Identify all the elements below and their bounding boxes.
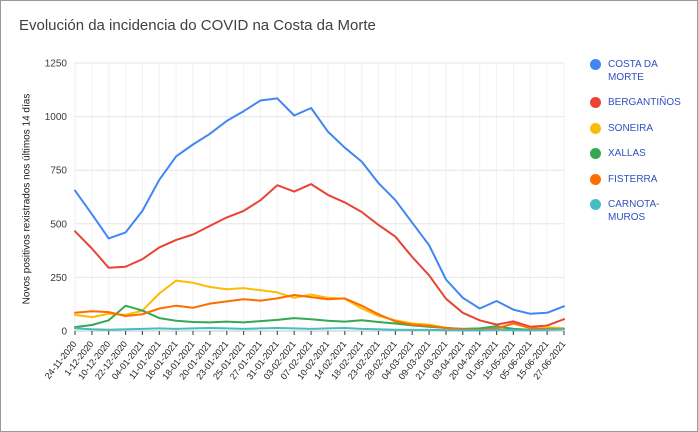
legend-item: BERGANTIÑOS [590, 97, 694, 110]
legend-label: SONEIRA [608, 122, 654, 134]
legend-swatch-icon [590, 59, 601, 70]
legend-label: FISTERRA [608, 173, 658, 185]
legend-swatch-icon [590, 173, 601, 185]
svg-text:750: 750 [50, 166, 67, 177]
legend-label: BERGANTIÑOS [608, 97, 681, 108]
svg-text:1000: 1000 [45, 112, 68, 123]
svg-text:250: 250 [50, 273, 67, 284]
legend-item: COSTA DA MORTE [590, 59, 694, 84]
chart-legend: COSTA DA MORTE BERGANTIÑOS SONEIRA XALLAS FI… [590, 59, 694, 224]
chart-title: Evolución da incidencia do COVID na Cost… [19, 17, 376, 34]
svg-text:1250: 1250 [45, 59, 68, 70]
legend-swatch-icon [590, 97, 601, 108]
legend-swatch-icon [590, 148, 601, 159]
legend-item: FISTERRA [590, 173, 694, 187]
legend-swatch-icon [590, 199, 601, 210]
svg-text:500: 500 [50, 219, 67, 230]
legend-label: XALLAS [608, 148, 646, 159]
legend-item: SONEIRA [590, 122, 694, 136]
svg-text:0: 0 [61, 327, 67, 338]
legend-swatch-icon [590, 122, 601, 134]
legend-item: XALLAS [590, 148, 694, 161]
legend-item: CARNOTA-MUROS [590, 199, 694, 224]
legend-label: CARNOTA-MUROS [608, 199, 660, 223]
legend-label: COSTA DA MORTE [608, 59, 658, 83]
